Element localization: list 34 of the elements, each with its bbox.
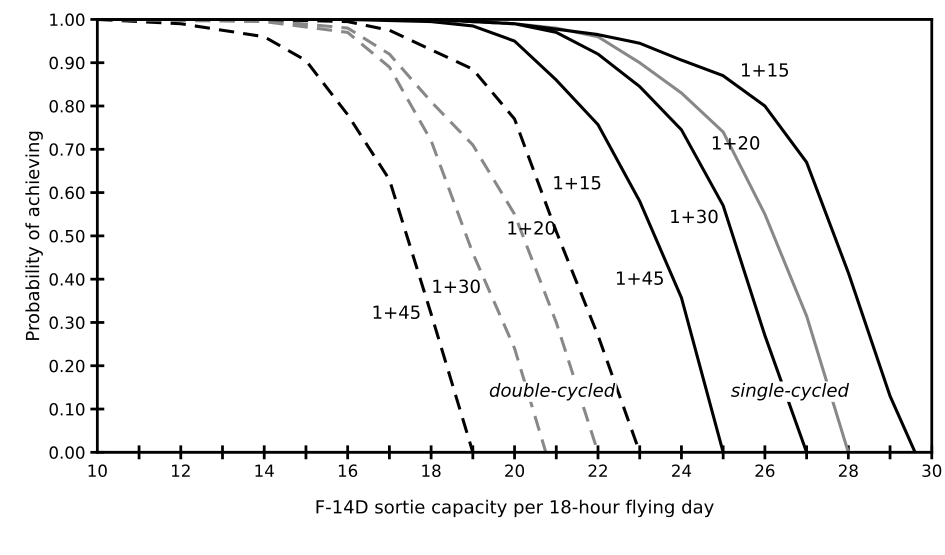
y-tick-label: 0.30 xyxy=(50,316,84,330)
y-tick-label: 0.40 xyxy=(50,273,84,286)
annotation: 1+30 xyxy=(433,279,480,294)
annotation: 1+20 xyxy=(712,136,760,150)
annotation: 1+20 xyxy=(508,221,555,235)
x-tick-label: 20 xyxy=(505,464,524,478)
x-tick-label: 14 xyxy=(255,464,274,477)
x-tick-label: 18 xyxy=(422,464,441,478)
annotation: 1+15 xyxy=(554,176,600,190)
y-tick-label: 0.00 xyxy=(50,446,84,459)
y-tick-label: 0.10 xyxy=(50,402,84,416)
annotation: single-cycled xyxy=(731,382,850,400)
y-tick-label: 0.50 xyxy=(50,230,84,242)
y-tick-label: 0.60 xyxy=(50,186,84,200)
x-tick-label: 30 xyxy=(922,464,942,478)
x-axis-title: F-14D sortie capacity per 18-hour flying day xyxy=(316,500,714,518)
y-tick-label: 0.90 xyxy=(50,56,84,70)
y-tick-label: 1.00 xyxy=(50,13,84,26)
x-tick-label: 22 xyxy=(588,464,607,477)
annotation: 1+45 xyxy=(616,272,663,285)
x-tick-label: 12 xyxy=(172,464,190,477)
x-tick-label: 28 xyxy=(838,464,858,478)
annotation: 1+45 xyxy=(374,306,420,320)
y-axis-title: Probability of achieving xyxy=(25,132,43,340)
x-tick-label: 24 xyxy=(672,464,692,477)
x-tick-label: 26 xyxy=(756,464,774,478)
y-tick-label: 0.70 xyxy=(50,143,84,156)
annotation: 1+15 xyxy=(742,63,788,77)
y-tick-label: 0.80 xyxy=(50,100,84,113)
x-tick-label: 16 xyxy=(338,464,358,478)
x-tick-label: 10 xyxy=(88,464,107,478)
y-tick-label: 0.20 xyxy=(50,360,84,372)
annotation: 1+30 xyxy=(671,210,718,224)
annotation: double-cycled xyxy=(490,382,616,400)
